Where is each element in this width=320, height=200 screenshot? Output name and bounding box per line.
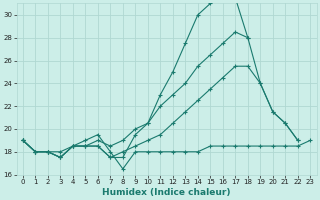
X-axis label: Humidex (Indice chaleur): Humidex (Indice chaleur) [102, 188, 231, 197]
